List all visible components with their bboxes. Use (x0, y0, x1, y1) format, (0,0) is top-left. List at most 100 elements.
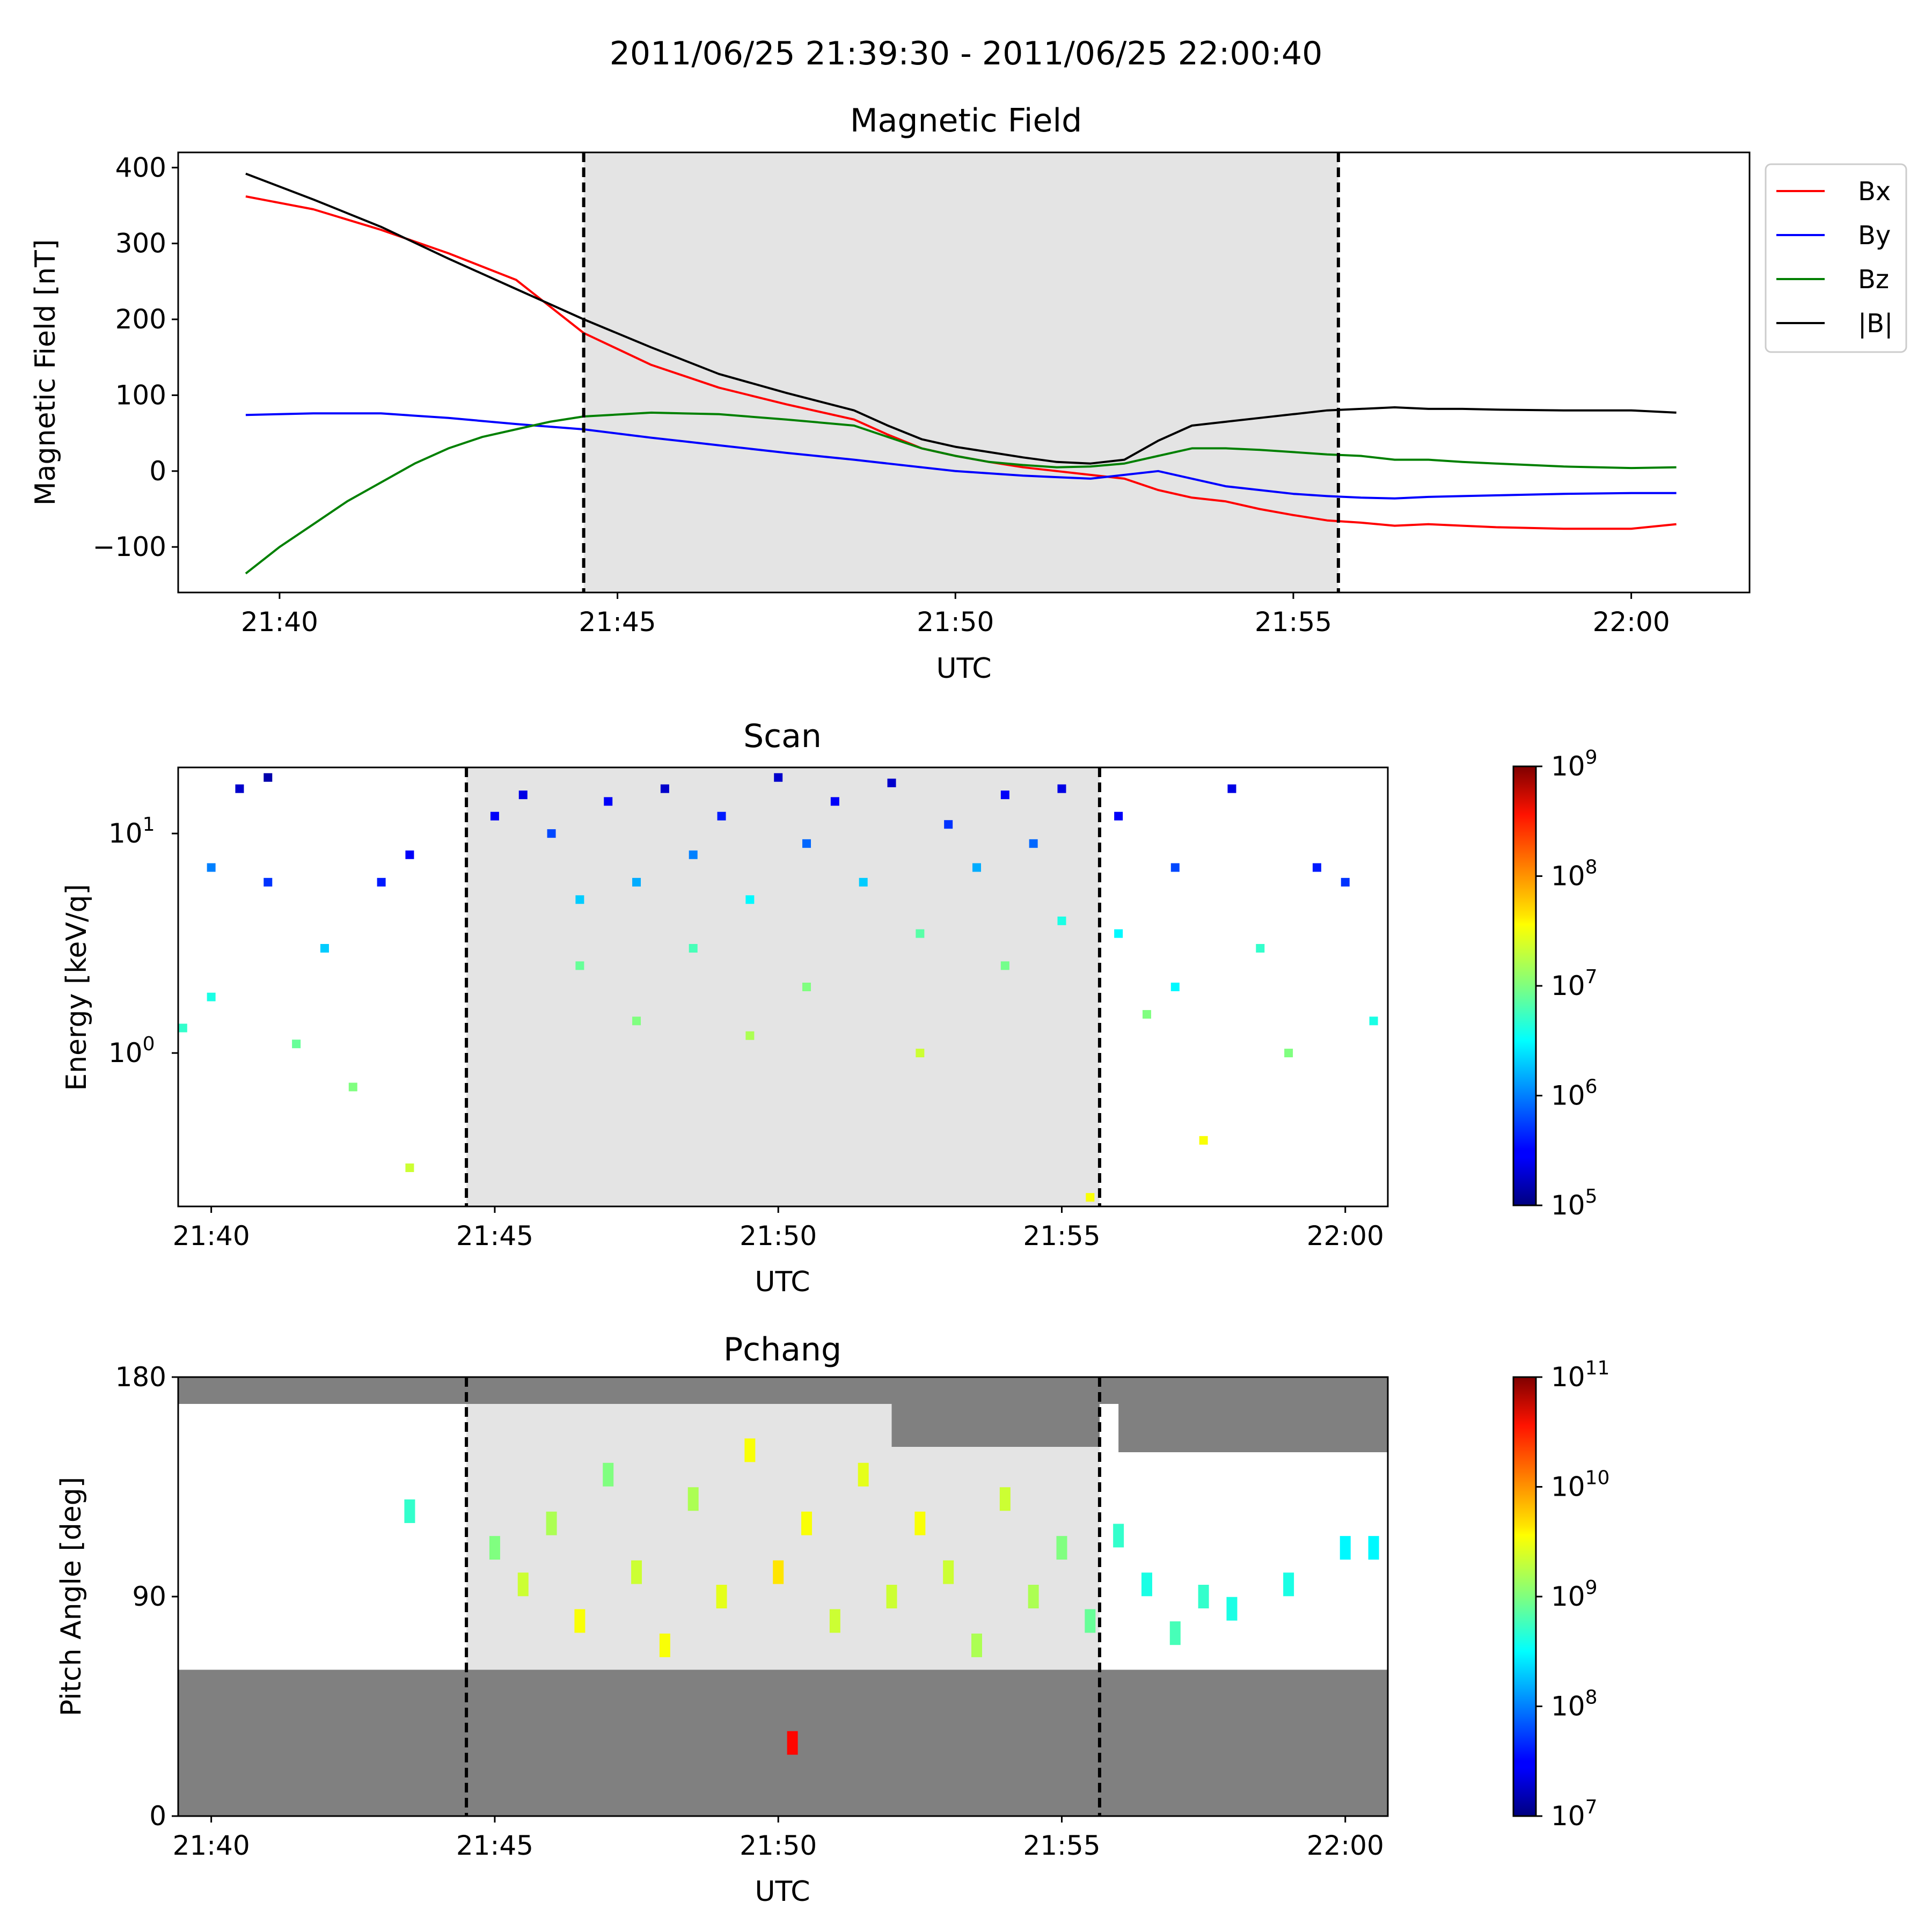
xtick-label: 21:45 (456, 1830, 533, 1861)
xtick-label: 21:45 (456, 1220, 533, 1252)
scan-cell (604, 797, 613, 806)
scan-cell (320, 943, 329, 953)
pchang-heatmap-cells (404, 1438, 1379, 1755)
scan-cell (518, 791, 528, 800)
pchang-panel: Pchang 21:40 21:45 21:50 21:55 22:00 180900 … (55, 1331, 1609, 1908)
xtick-label: 22:00 (1307, 1220, 1384, 1252)
scan-cell (632, 1016, 641, 1026)
pchang-xticks: 21:40 21:45 21:50 21:55 22:00 (173, 1816, 1384, 1861)
xtick-label: 21:50 (740, 1220, 817, 1252)
scan-cell (1369, 1016, 1378, 1026)
scan-cell (916, 1049, 925, 1058)
xtick-label: 22:00 (1307, 1830, 1384, 1861)
scan-cell (1086, 1193, 1095, 1202)
legend-label-3: |B| (1858, 309, 1893, 339)
xtick-label: 21:40 (173, 1830, 250, 1861)
pchang-cell (787, 1731, 798, 1755)
scan-cell (859, 877, 868, 887)
pchang-cell (1085, 1609, 1096, 1633)
scan-cell (1312, 863, 1321, 872)
pchang-title: Pchang (723, 1331, 841, 1368)
no-coverage-top-mid (891, 1377, 1100, 1447)
scan-heatmap-cells (178, 773, 1378, 1202)
pchang-cell (1226, 1597, 1238, 1621)
scan-cell (264, 773, 273, 782)
scan-cell (632, 877, 641, 887)
magnetic-field-ylabel: Magnetic Field [nT] (30, 239, 62, 506)
pchang-yticks: 180 90 0 (115, 1362, 178, 1832)
scan-cell (1341, 877, 1350, 887)
pchang-cell (999, 1487, 1011, 1511)
scan-cell (348, 1082, 357, 1092)
scan-plot-frame (177, 766, 1389, 1208)
figure-suptitle: 2011/06/25 21:39:30 - 2011/06/25 22:00:4… (610, 35, 1323, 72)
pchang-cell (858, 1462, 869, 1487)
scan-cell (490, 811, 499, 821)
xtick-label: 21:50 (917, 606, 994, 638)
series-line-bx (245, 195, 1677, 530)
scan-cell (1170, 983, 1180, 991)
shaded-interval (583, 152, 1338, 592)
pchang-cell (631, 1560, 642, 1584)
ytick-label: −100 (93, 531, 166, 562)
magnetic-field-xticks: 21:40 21:45 21:50 21:55 22:00 (241, 592, 1670, 638)
pchang-interval-boundaries (465, 1377, 1101, 1816)
scan-cell (377, 877, 386, 887)
pchang-cell (1340, 1536, 1351, 1560)
pchang-cell (716, 1585, 727, 1608)
scan-cell (972, 863, 981, 872)
pchang-cell (829, 1609, 840, 1633)
ytick-label: 200 (115, 304, 166, 335)
scan-ylabel: Energy [keV/q] (61, 884, 93, 1091)
pchang-background (178, 1377, 1388, 1816)
pchang-xlabel: UTC (755, 1876, 810, 1908)
scan-interval-boundaries (465, 767, 1101, 1206)
scan-cell (944, 820, 953, 829)
pchang-cell (603, 1462, 614, 1487)
scan-cell (1142, 1010, 1151, 1019)
colorbar-tick-label: 107 (1551, 966, 1598, 1001)
scan-cell (264, 877, 273, 887)
magnetic-field-legend: Bx By Bz |B| (1765, 163, 1907, 353)
scan-cell (1000, 791, 1009, 800)
scan-cell (1000, 961, 1009, 970)
ytick-label: 101 (108, 814, 155, 849)
colorbar-tick-label: 1011 (1551, 1357, 1609, 1393)
scan-cell (405, 1163, 414, 1172)
pchang-cell (801, 1511, 813, 1535)
no-coverage-top-late (1118, 1377, 1388, 1452)
scan-cell (774, 773, 783, 782)
scan-cell (292, 1040, 301, 1049)
scan-cell (802, 839, 811, 848)
interval-boundary-lines (582, 152, 1340, 592)
xtick-label: 22:00 (1593, 606, 1670, 638)
scan-shaded-interval (466, 767, 1100, 1206)
legend-frame (1765, 163, 1907, 353)
scan-colorbar-gradient (1512, 765, 1537, 1206)
pchang-cell (1028, 1585, 1039, 1608)
magnetic-field-title: Magnetic Field (850, 102, 1082, 140)
xtick-label: 21:45 (579, 606, 656, 638)
no-coverage-bottom-late (1099, 1743, 1388, 1816)
pchang-cell (517, 1572, 529, 1597)
pchang-ylabel: Pitch Angle [deg] (55, 1477, 87, 1716)
scan-cell (916, 929, 925, 938)
scan-cell (802, 983, 811, 991)
pchang-cell (574, 1609, 586, 1633)
magnetic-field-lines (245, 172, 1677, 575)
magnetic-field-yticks: 400 300 200 100 0 −100 (93, 152, 178, 562)
series-line-bz (245, 411, 1677, 575)
scan-cell (1227, 784, 1236, 793)
xtick-label: 21:55 (1255, 606, 1332, 638)
scan-cell (207, 992, 216, 1001)
scan-cell (547, 829, 556, 838)
scan-cell (887, 778, 896, 787)
pchang-cell (1169, 1621, 1181, 1645)
pchang-cell (744, 1438, 756, 1462)
scan-cell (1284, 1049, 1293, 1058)
ytick-label: 180 (115, 1362, 166, 1393)
magnetic-field-panel: Magnetic Field 21:40 21:45 21:50 21:55 22:00… (30, 102, 1907, 685)
scan-panel: Scan 21:40 21:45 21:50 21:55 22:00 101 100 UT… (61, 718, 1598, 1298)
scan-cell (745, 1031, 755, 1040)
